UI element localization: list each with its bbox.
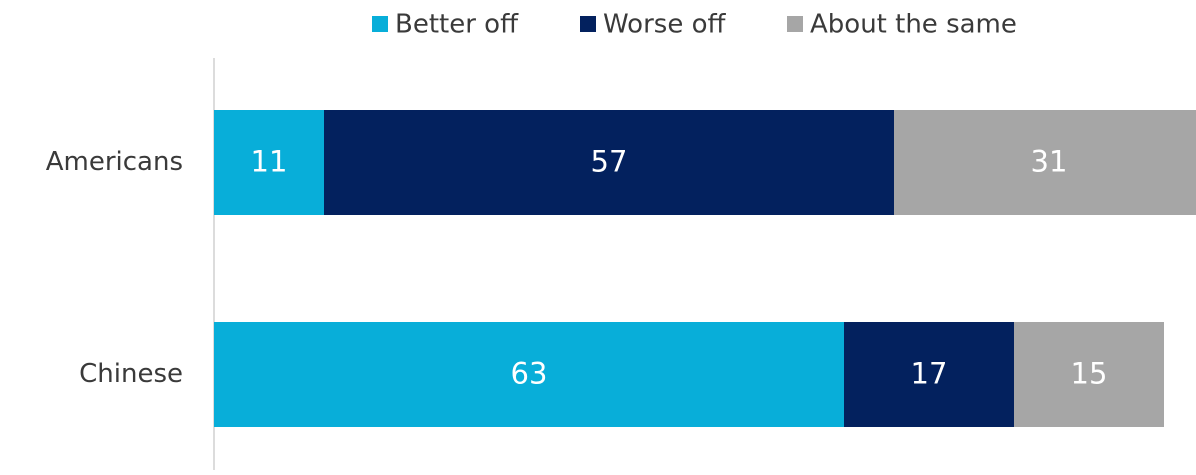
value-label: 57 bbox=[591, 145, 628, 179]
bar-segment bbox=[214, 110, 324, 215]
bar-segment bbox=[894, 110, 1196, 215]
value-label: 11 bbox=[251, 145, 288, 179]
bar-segment bbox=[1014, 322, 1164, 427]
value-label: 17 bbox=[911, 357, 948, 391]
legend-swatch bbox=[372, 16, 388, 32]
legend-label: Worse off bbox=[603, 10, 726, 40]
value-label: 31 bbox=[1031, 145, 1068, 179]
bar-segment bbox=[844, 322, 1014, 427]
value-label: 63 bbox=[511, 357, 548, 391]
legend-swatch bbox=[580, 16, 596, 32]
legend-label: About the same bbox=[810, 10, 1017, 40]
category-label: Chinese bbox=[79, 359, 183, 389]
legend-label: Better off bbox=[395, 10, 519, 40]
category-label: Americans bbox=[46, 147, 183, 177]
bar-segment bbox=[214, 322, 844, 427]
value-label: 15 bbox=[1071, 357, 1108, 391]
bar-segment bbox=[324, 110, 894, 215]
legend-swatch bbox=[787, 16, 803, 32]
